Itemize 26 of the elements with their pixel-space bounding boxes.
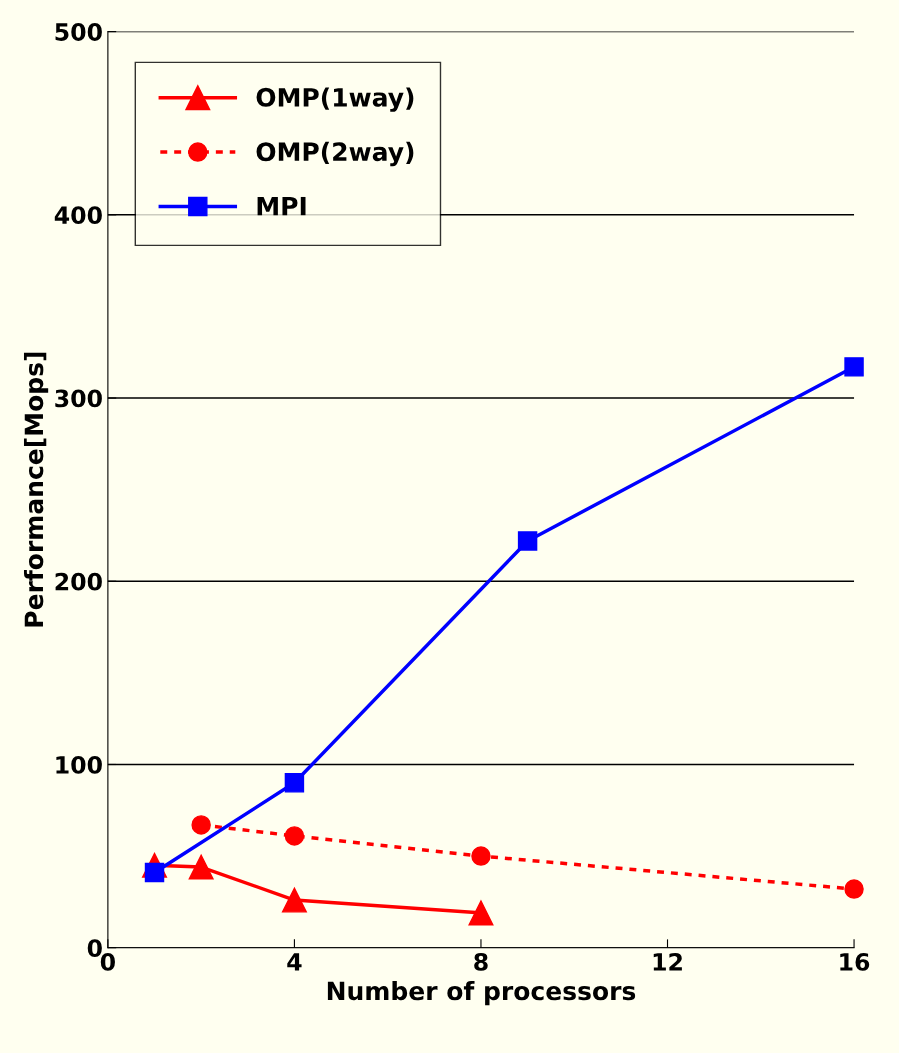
- y-axis-title: Performance[Mops]: [23, 352, 49, 627]
- x-tick-label: 4: [287, 953, 302, 971]
- point: [284, 773, 305, 793]
- y-tick-label: 200: [55, 572, 102, 591]
- legend-label: OMP(1way): [256, 87, 414, 112]
- legend-label: MPI: [257, 196, 306, 216]
- x-tick-label: 0: [100, 952, 115, 971]
- point: [281, 887, 307, 913]
- point: [471, 846, 491, 866]
- y-tick-label: 300: [55, 389, 102, 408]
- point: [284, 826, 305, 846]
- point: [844, 879, 864, 899]
- y-tick-label: 400: [54, 206, 102, 225]
- x-tick-label: 8: [474, 952, 488, 971]
- x-axis-title: Number of processors: [327, 980, 636, 1006]
- legend-label: OMP(2way): [256, 141, 414, 167]
- y-tick-label: 100: [56, 755, 102, 774]
- point: [844, 357, 864, 377]
- point: [468, 900, 494, 926]
- y-tick-label: 500: [55, 23, 102, 41]
- x-tick-label: 12: [653, 952, 682, 971]
- point: [188, 854, 214, 880]
- point: [517, 531, 538, 551]
- point: [191, 815, 211, 835]
- x-tick-label: 16: [840, 953, 870, 971]
- y-tick-label: 0: [87, 939, 102, 958]
